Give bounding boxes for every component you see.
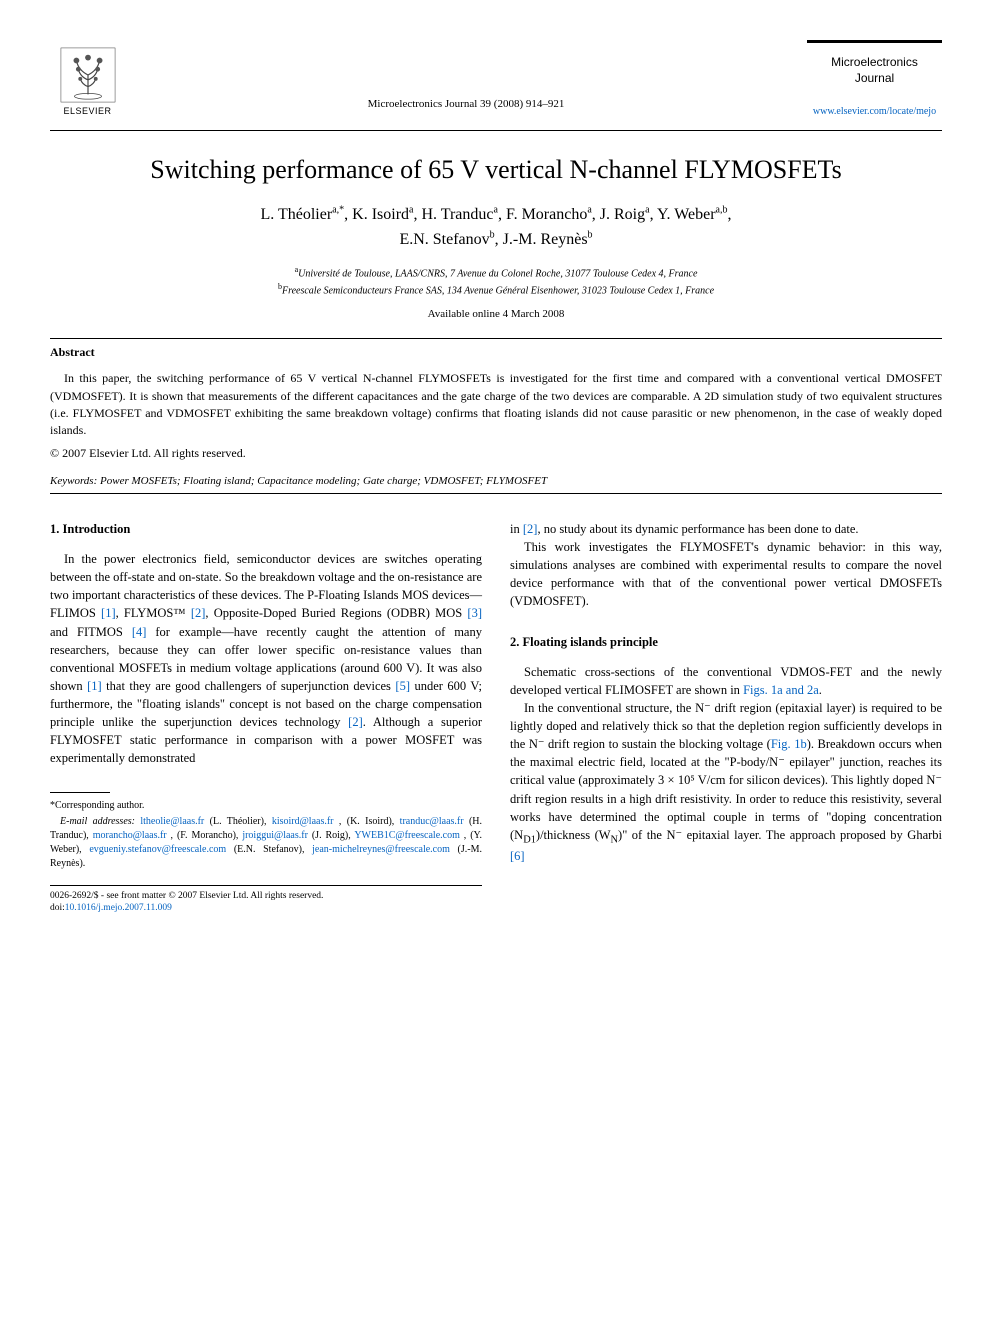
- section-2-para-1: Schematic cross-sections of the conventi…: [510, 663, 942, 699]
- journal-box: Microelectronics Journal www.elsevier.co…: [807, 40, 942, 117]
- front-matter: 0026-2692/$ - see front matter © 2007 El…: [50, 890, 482, 915]
- front-matter-line1: 0026-2692/$ - see front matter © 2007 El…: [50, 890, 323, 902]
- header-row: ELSEVIER Microelectronics Journal 39 (20…: [50, 40, 942, 122]
- keywords-label: Keywords:: [50, 475, 97, 487]
- elsevier-tree-icon: [59, 46, 117, 104]
- doi-line: doi:10.1016/j.mejo.2007.11.009: [50, 902, 323, 914]
- col2-para-2: This work investigates the FLYMOSFET's d…: [510, 538, 942, 611]
- abstract-top-rule: [50, 338, 942, 339]
- abstract-body: In this paper, the switching performance…: [50, 370, 942, 440]
- doi-link[interactable]: 10.1016/j.mejo.2007.11.009: [65, 903, 172, 913]
- article-title: Switching performance of 65 V vertical N…: [50, 155, 942, 185]
- journal-reference: Microelectronics Journal 39 (2008) 914–9…: [125, 40, 807, 110]
- bottom-rule-left: [50, 885, 482, 886]
- front-matter-text: 0026-2692/$ - see front matter © 2007 El…: [50, 890, 323, 915]
- publisher-logo: ELSEVIER: [50, 40, 125, 122]
- abstract-text: In this paper, the switching performance…: [50, 370, 942, 440]
- affiliation-b: bFreescale Semiconducteurs France SAS, 1…: [50, 281, 942, 298]
- journal-box-rule: [807, 40, 942, 43]
- abstract-bottom-rule: [50, 493, 942, 494]
- copyright: © 2007 Elsevier Ltd. All rights reserved…: [50, 446, 942, 461]
- available-date: Available online 4 March 2008: [50, 308, 942, 320]
- authors-line1: L. Théoliera,*, K. Isoirda, H. Tranduca,…: [261, 206, 732, 223]
- footnotes: *Corresponding author. E-mail addresses:…: [50, 799, 482, 871]
- journal-name-line2: Journal: [807, 71, 942, 87]
- authors-line2: E.N. Stefanovb, J.-M. Reynèsb: [399, 231, 592, 248]
- publisher-name: ELSEVIER: [63, 106, 111, 116]
- email-addresses: E-mail addresses: ltheolie@laas.fr (L. T…: [50, 815, 482, 871]
- keywords-text: Power MOSFETs; Floating island; Capacita…: [100, 475, 547, 487]
- affiliations: aUniversité de Toulouse, LAAS/CNRS, 7 Av…: [50, 264, 942, 299]
- affiliation-a: aUniversité de Toulouse, LAAS/CNRS, 7 Av…: [50, 264, 942, 281]
- authors: L. Théoliera,*, K. Isoirda, H. Tranduca,…: [50, 203, 942, 252]
- section-2-para-2: In the conventional structure, the N⁻ dr…: [510, 699, 942, 866]
- doi-label: doi:: [50, 903, 65, 913]
- col2-continuation: in [2], no study about its dynamic perfo…: [510, 520, 942, 538]
- section-2-heading: 2. Floating islands principle: [510, 633, 942, 651]
- abstract-heading: Abstract: [50, 345, 942, 360]
- section-1-heading: 1. Introduction: [50, 520, 482, 538]
- keywords: Keywords: Power MOSFETs; Floating island…: [50, 475, 942, 487]
- journal-url-link[interactable]: www.elsevier.com/locate/mejo: [807, 106, 942, 117]
- corresponding-author: *Corresponding author.: [50, 799, 482, 813]
- header-rule: [50, 130, 942, 131]
- left-column: 1. Introduction In the power electronics…: [50, 520, 482, 914]
- right-column: in [2], no study about its dynamic perfo…: [510, 520, 942, 914]
- two-column-body: 1. Introduction In the power electronics…: [50, 520, 942, 914]
- section-1-para-1: In the power electronics field, semicond…: [50, 550, 482, 768]
- footnote-rule: [50, 792, 110, 793]
- journal-name-line1: Microelectronics: [807, 55, 942, 71]
